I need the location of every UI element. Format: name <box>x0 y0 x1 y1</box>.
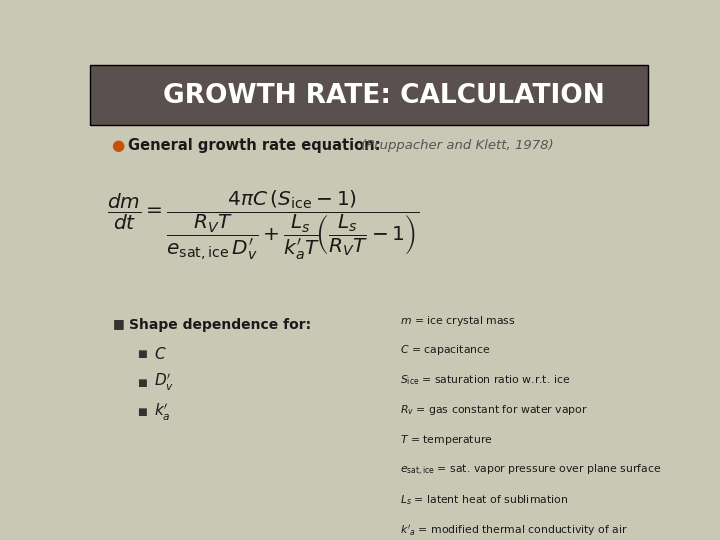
Text: $\dfrac{dm}{dt} = \dfrac{4\pi C\,(S_{\mathrm{ice}} - 1)}{\dfrac{R_V T}{e_{\mathr: $\dfrac{dm}{dt} = \dfrac{4\pi C\,(S_{\ma… <box>107 188 419 262</box>
Text: $D^\prime_v$: $D^\prime_v$ <box>154 373 174 394</box>
Text: $\blacksquare$: $\blacksquare$ <box>138 377 148 389</box>
Text: $T$ = temperature: $T$ = temperature <box>400 433 492 447</box>
Text: ●: ● <box>111 138 125 153</box>
Text: $k'_a$ = modified thermal conductivity of air: $k'_a$ = modified thermal conductivity o… <box>400 523 628 538</box>
FancyBboxPatch shape <box>90 65 648 125</box>
Text: $m$ = ice crystal mass: $m$ = ice crystal mass <box>400 314 516 328</box>
Text: $C$ = capacitance: $C$ = capacitance <box>400 343 490 357</box>
Text: $R_v$ = gas constant for water vapor: $R_v$ = gas constant for water vapor <box>400 403 588 417</box>
Text: GROWTH RATE: CALCULATION: GROWTH RATE: CALCULATION <box>163 83 604 109</box>
Text: (Pruppacher and Klett, 1978): (Pruppacher and Klett, 1978) <box>361 139 553 152</box>
Text: $S_{\rm ice}$ = saturation ratio w.r.t. ice: $S_{\rm ice}$ = saturation ratio w.r.t. … <box>400 374 570 387</box>
Text: General growth rate equation:: General growth rate equation: <box>128 138 380 153</box>
Text: $\blacksquare$: $\blacksquare$ <box>138 406 148 418</box>
Text: $k^\prime_a$: $k^\prime_a$ <box>154 401 171 422</box>
Text: $e_{\rm sat,ice}$ = sat. vapor pressure over plane surface: $e_{\rm sat,ice}$ = sat. vapor pressure … <box>400 463 661 478</box>
Text: $\blacksquare$: $\blacksquare$ <box>112 318 125 332</box>
Text: $C$: $C$ <box>154 346 167 362</box>
Text: $\blacksquare$: $\blacksquare$ <box>138 348 148 360</box>
Text: Shape dependence for:: Shape dependence for: <box>129 318 311 332</box>
Text: $L_s$ = latent heat of sublimation: $L_s$ = latent heat of sublimation <box>400 493 568 507</box>
